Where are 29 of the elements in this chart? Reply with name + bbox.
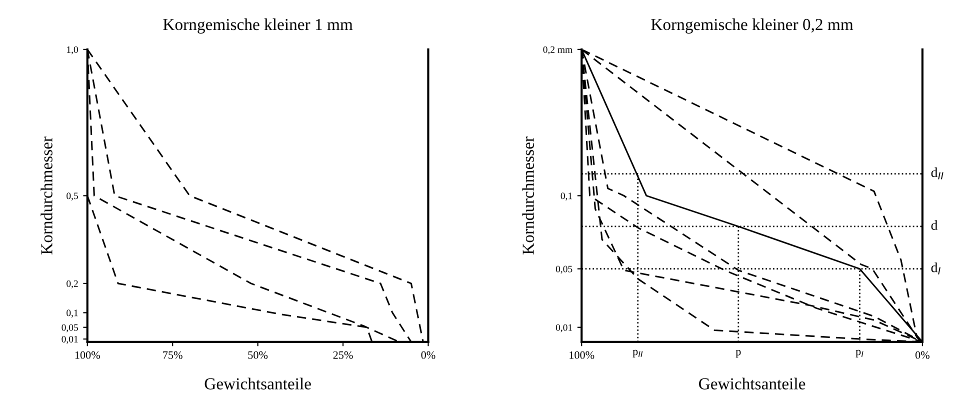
y-tick-label: 0,1 <box>66 310 78 318</box>
x-tick-label: 100% <box>75 351 100 359</box>
ref-line-label: d$_{I}$ <box>931 262 940 274</box>
chart-title: Korngemische kleiner 1 mm <box>163 18 353 34</box>
y-tick-label: 1,0 <box>67 46 78 54</box>
y-tick-label: 0,05 <box>62 324 78 332</box>
x-axis-title: Gewichtsanteile <box>204 378 311 390</box>
y-tick-label: 0,2 <box>66 280 78 288</box>
y-tick-label: 0,01 <box>556 324 572 332</box>
ref-line-label: d$_{II}$ <box>931 167 944 180</box>
y-axis-title: Korndurchmesser <box>40 136 52 254</box>
x-tick-label: 0% <box>915 351 930 359</box>
ref-line-label: p$_{II}$ <box>632 350 643 358</box>
x-tick-label: 100% <box>570 351 594 359</box>
y-tick-label: 0,01 <box>62 336 78 344</box>
ref-line-label: d <box>931 220 938 230</box>
x-tick-label: 25% <box>333 351 353 359</box>
x-axis-title: Gewichtsanteile <box>699 378 806 390</box>
y-tick-label: 0,05 <box>556 266 572 274</box>
ref-line-label: p$_{I}$ <box>856 350 864 358</box>
y-axis-title: Korndurchmesser <box>522 136 534 254</box>
x-tick-label: 75% <box>163 351 182 359</box>
y-tick-label: 0,1 <box>560 192 572 201</box>
x-tick-label: 0% <box>421 351 436 359</box>
y-tick-label: 0,2 mm <box>543 46 572 54</box>
x-tick-label: 50% <box>248 351 268 359</box>
y-tick-label: 0,5 <box>66 192 78 201</box>
ref-line-label: p <box>736 350 741 358</box>
chart-title: Korngemische kleiner 0,2 mm <box>651 18 854 34</box>
